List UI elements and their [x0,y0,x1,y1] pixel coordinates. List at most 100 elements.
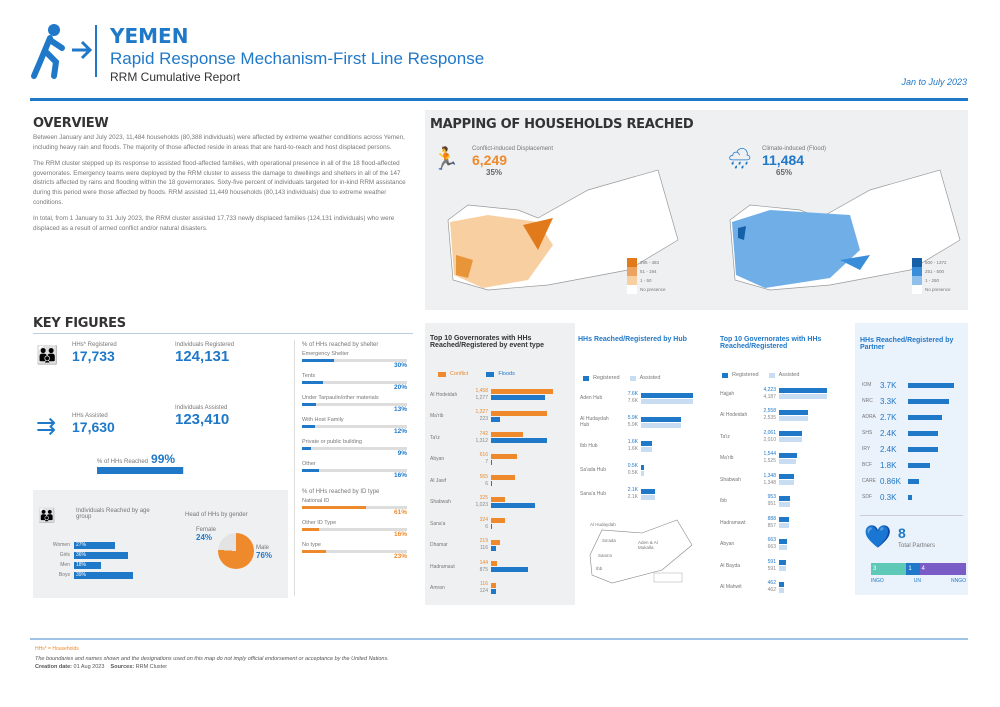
partner-name: ADRA [862,414,876,420]
value-b: 1,348 [763,479,776,486]
value-b: 4,187 [763,393,776,400]
pct-item: Tents 20% [302,373,407,395]
legend-swatch [768,372,775,378]
row-label: Sana'a Hub [580,491,606,497]
value-b: 1,525 [763,458,776,465]
pct-track [302,447,407,450]
row-label: Aden Hub [580,395,603,401]
bar-a [779,495,790,501]
pct-value: 20% [393,384,407,391]
bar-a [491,561,498,567]
country-title: YEMEN [110,24,189,48]
bar-a [641,464,645,470]
row-label: Al Hudaydah Hub [580,416,609,428]
row-bars [491,453,518,465]
row-bars [779,474,795,486]
bar-b [779,394,827,400]
event-title: Top 10 Governorates with HHs Reached/Reg… [430,335,544,349]
row-label: Shabwah [720,476,741,483]
total-partners: 8 [898,525,906,541]
row-bars [641,440,652,452]
value-b: 0.5K [627,470,638,476]
pct-item: Under Tarpaulin/other materials 13% [302,395,407,417]
row-bars [491,561,529,573]
value-a: 1,327 [475,409,488,416]
report-period: Jan to July 2023 [901,77,967,87]
bar-b [491,438,547,444]
people-icon: 👪 [38,507,56,523]
row-values: 888 857 [756,516,776,530]
value-a: 2,558 [763,408,776,415]
overview-p2: The RRM cluster stepped up its response … [33,160,406,206]
partner-bar [908,382,954,388]
row-bars [491,432,547,444]
bar-row: Ta'iz 2,061 2,010 [720,426,827,448]
row-values: 2.1K 2.1K [618,487,638,501]
bar-a [491,410,548,416]
bar-a [779,452,797,458]
gov-title: Top 10 Governorates with HHs Reached/Reg… [720,336,822,350]
age-row: Boys 39% [48,570,133,580]
pct-fill [302,528,319,531]
value-b: 591 [767,565,776,572]
partner-type-label: UN [913,578,921,584]
value-b: 462 [767,587,776,594]
ind-assisted-value: 123,410 [175,411,230,428]
legend-floods: Floods [498,371,515,377]
row-label: Abyan [720,541,735,548]
legend-label: 295 - 483 [640,260,660,265]
bar-b [779,523,789,529]
legend-swatch [486,371,495,377]
row-values: 324 6 [468,517,488,531]
bar-b [641,422,682,428]
value-a: 1,458 [475,387,488,394]
pct-label: No type [302,542,321,548]
bar-a [491,475,516,481]
partner-bar [908,398,950,404]
partner-value: 2.4K [880,428,897,438]
creation-label: Creation date: [35,664,72,670]
legend-swatch [627,285,637,294]
legend-swatch [912,285,922,294]
value-a: 462 [767,580,776,587]
partner-name: IRY [862,446,871,452]
value-a: 2,061 [763,429,776,436]
value-a: 1,544 [763,451,776,458]
legend-item: 1 - 250 [912,276,951,285]
value-a: 5.9K [627,415,638,421]
pct-value: 9% [397,450,407,457]
idtype-chart: National ID 61% Other ID Type 16% No type 23% [302,498,407,564]
row-bars [491,410,548,422]
partner-row: IRY 2.4K [862,441,954,457]
conflict-legend: 295 - 483 51 - 194 1 - 50 No presence [627,258,666,294]
bar-b [779,458,797,464]
bar-row: Ma'rib 1,544 1,525 [720,448,827,470]
pct-item: National ID 61% [302,498,407,520]
footer-divider [30,638,968,640]
value-a: 1.6K [627,439,638,445]
creation-date: 01 Aug 2023 [73,664,105,670]
legend-registered: Registered [593,375,620,381]
partner-value: 3.3K [880,396,897,406]
total-partners-label: Total Partners [898,543,936,549]
hub-map-label: Aden & Al Mukalla [638,540,658,550]
bar-a [491,389,553,395]
row-values: 1,327 223 [468,409,488,423]
mapping-heading: MAPPING OF HOUSEHOLDS REACHED [430,117,694,132]
bar-b [641,494,656,500]
row-bars [491,582,497,594]
pct-item: With Host Family 12% [302,417,407,439]
partner-value: 1.8K [880,460,897,470]
reached-value: 99% [151,452,176,466]
value-a: 324 [479,516,488,523]
age-group-chart: Women 27% Girls 36% Men 18% Boys 39% [48,540,133,580]
pct-label: National ID [302,498,330,504]
row-bars [491,518,505,530]
bar-a [491,496,505,502]
pct-item: Emergency Shelter 30% [302,351,407,373]
divider [294,340,295,596]
partner-value: 2.7K [880,412,897,422]
row-values: 953 951 [756,494,776,508]
bar-row: Hadramaut 144 875 [430,556,553,578]
